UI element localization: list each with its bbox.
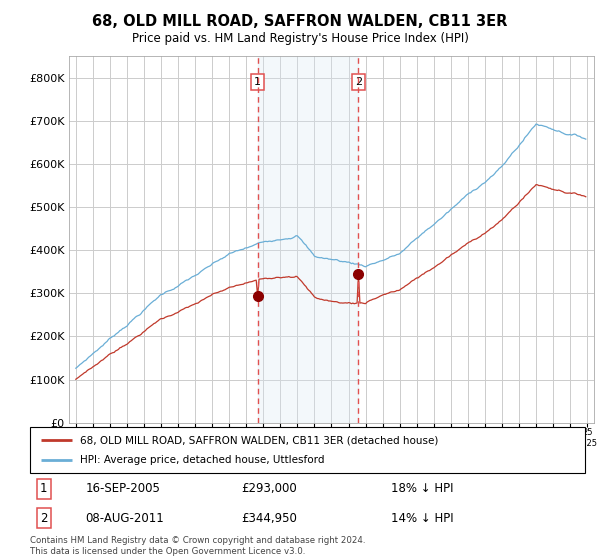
Text: £293,000: £293,000	[241, 482, 296, 495]
Text: HPI: Average price, detached house, Uttlesford: HPI: Average price, detached house, Uttl…	[80, 455, 325, 465]
Text: £344,950: £344,950	[241, 512, 297, 525]
Text: 1: 1	[40, 482, 47, 495]
Text: 16-SEP-2005: 16-SEP-2005	[86, 482, 160, 495]
Text: 68, OLD MILL ROAD, SAFFRON WALDEN, CB11 3ER (detached house): 68, OLD MILL ROAD, SAFFRON WALDEN, CB11 …	[80, 435, 439, 445]
Text: 2: 2	[40, 512, 47, 525]
Text: 2: 2	[355, 77, 362, 87]
Text: 14% ↓ HPI: 14% ↓ HPI	[391, 512, 454, 525]
Text: 1: 1	[254, 77, 261, 87]
Text: Price paid vs. HM Land Registry's House Price Index (HPI): Price paid vs. HM Land Registry's House …	[131, 32, 469, 45]
Text: 68, OLD MILL ROAD, SAFFRON WALDEN, CB11 3ER: 68, OLD MILL ROAD, SAFFRON WALDEN, CB11 …	[92, 14, 508, 29]
Text: Contains HM Land Registry data © Crown copyright and database right 2024.
This d: Contains HM Land Registry data © Crown c…	[30, 536, 365, 556]
Bar	[257, 56, 358, 423]
Text: 08-AUG-2011: 08-AUG-2011	[86, 512, 164, 525]
FancyBboxPatch shape	[30, 427, 585, 473]
Text: 18% ↓ HPI: 18% ↓ HPI	[391, 482, 453, 495]
